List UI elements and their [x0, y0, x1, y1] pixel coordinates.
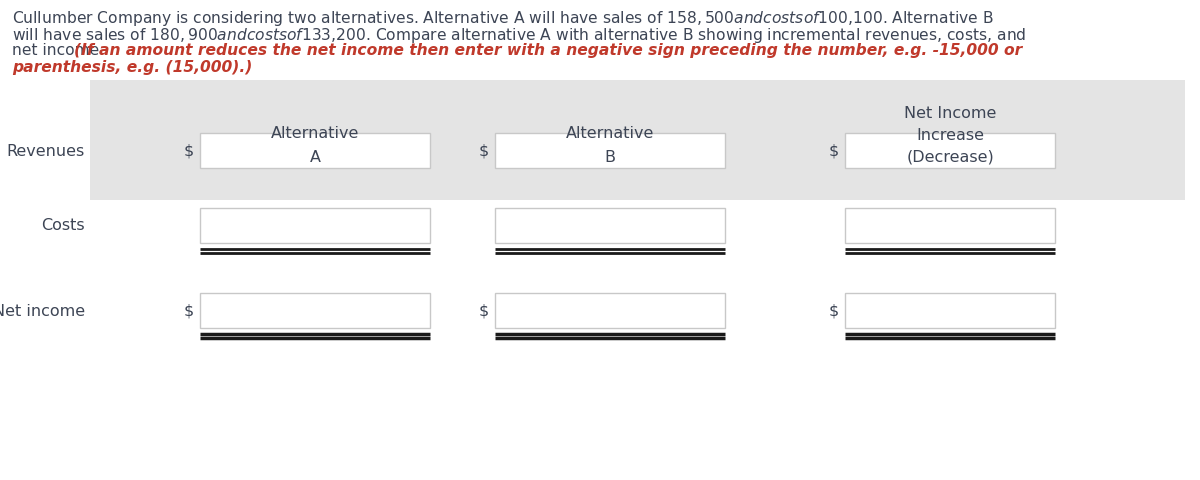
- Text: $: $: [479, 303, 490, 318]
- Text: Revenues: Revenues: [7, 143, 85, 158]
- FancyBboxPatch shape: [845, 208, 1055, 243]
- Text: $: $: [829, 143, 839, 158]
- Text: (Decrease): (Decrease): [906, 149, 994, 164]
- Text: $: $: [829, 303, 839, 318]
- Text: will have sales of $180,900 and costs of $133,200. Compare alternative A with al: will have sales of $180,900 and costs of…: [12, 26, 1026, 45]
- Text: Alternative: Alternative: [566, 125, 654, 140]
- Text: (If an amount reduces the net income then enter with a negative sign preceding t: (If an amount reduces the net income the…: [74, 43, 1022, 58]
- FancyBboxPatch shape: [496, 133, 725, 168]
- Text: Alternative: Alternative: [271, 125, 359, 140]
- FancyBboxPatch shape: [845, 133, 1055, 168]
- FancyBboxPatch shape: [200, 293, 430, 328]
- Text: B: B: [605, 149, 616, 164]
- Text: $: $: [184, 303, 194, 318]
- FancyBboxPatch shape: [90, 81, 1186, 201]
- FancyBboxPatch shape: [845, 293, 1055, 328]
- Text: parenthesis, e.g. (15,000).): parenthesis, e.g. (15,000).): [12, 60, 252, 75]
- FancyBboxPatch shape: [200, 133, 430, 168]
- Text: A: A: [310, 149, 320, 164]
- Text: $: $: [184, 143, 194, 158]
- Text: net income.: net income.: [12, 43, 109, 58]
- Text: $: $: [479, 143, 490, 158]
- Text: Increase: Increase: [916, 127, 984, 142]
- Text: Net income: Net income: [0, 303, 85, 318]
- FancyBboxPatch shape: [496, 293, 725, 328]
- Text: Costs: Costs: [41, 218, 85, 233]
- FancyBboxPatch shape: [200, 208, 430, 243]
- Text: Net Income: Net Income: [904, 105, 996, 120]
- FancyBboxPatch shape: [496, 208, 725, 243]
- Text: Cullumber Company is considering two alternatives. Alternative A will have sales: Cullumber Company is considering two alt…: [12, 9, 994, 28]
